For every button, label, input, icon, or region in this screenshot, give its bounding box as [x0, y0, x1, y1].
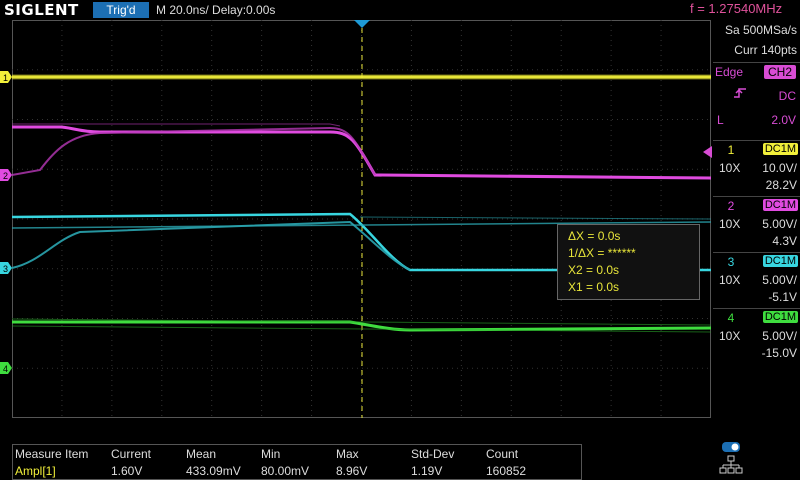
channel-coupling: DC1M — [762, 255, 798, 267]
ch4-marker[interactable]: 4 — [0, 362, 12, 374]
top-bar: SIGLENT Trig'd M 20.0ns/ Delay:0.00s f =… — [0, 0, 800, 20]
channel-coupling: DC1M — [762, 311, 798, 323]
sample-rate: Sa 500MSa/s — [724, 23, 797, 37]
measure-header: Mean — [186, 447, 217, 461]
channel-offset: -5.1V — [768, 290, 797, 304]
channel-2-panel[interactable]: 2 DC1M 10X 5.00V/ 4.3V — [713, 196, 800, 252]
channel-number: 2 — [727, 199, 735, 213]
measure-max: 8.96V — [336, 464, 368, 478]
trigger-status-badge[interactable]: Trig'd — [93, 2, 149, 18]
trigger-level-label: L — [717, 113, 724, 127]
measure-count: 160852 — [486, 464, 527, 478]
ch2-trace-alt — [11, 126, 376, 176]
channel-scale: 10.0V/ — [762, 161, 797, 175]
measure-std-dev: 1.19V — [411, 464, 443, 478]
measure-header: Std-Dev — [411, 447, 455, 461]
rising-edge-icon — [733, 87, 747, 102]
ch3-marker-label: 3 — [3, 264, 8, 274]
trigger-panel[interactable]: Edge CH2 DC L 2.0V — [713, 62, 800, 134]
trigger-type: Edge — [715, 65, 744, 79]
channel-coupling: DC1M — [762, 199, 798, 211]
channel-probe: 10X — [719, 217, 741, 231]
cursor-x1: X1 = 0.0s — [568, 280, 620, 294]
ch2-marker-label: 2 — [3, 171, 8, 181]
trigger-level: 2.0V — [771, 113, 796, 127]
trigger-position-marker[interactable] — [354, 20, 370, 28]
ch3-trace-noise — [359, 216, 712, 220]
channel-number: 1 — [727, 143, 735, 157]
siglent-logo: SIGLENT — [4, 1, 79, 19]
channel-probe: 10X — [719, 329, 741, 343]
cursor-delta-x: ΔX = 0.0s — [568, 229, 621, 243]
ch3-trace-alt — [11, 220, 411, 271]
ch2-marker[interactable]: 2 — [0, 169, 12, 181]
toggle-icon[interactable] — [722, 442, 740, 452]
channel-probe: 10X — [719, 161, 741, 175]
ch4-trace-noise — [11, 318, 712, 333]
channel-number: 4 — [727, 311, 735, 325]
ch3-trace-flat — [11, 221, 712, 229]
ch1-trace-noise — [12, 74, 711, 80]
channel-number: 3 — [727, 255, 735, 269]
timebase-readout[interactable]: M 20.0ns/ Delay:0.00s — [156, 3, 276, 17]
memory-depth: Curr 140pts — [734, 43, 797, 57]
trigger-coupling: DC — [778, 89, 796, 103]
ch2-trace-noise — [12, 123, 341, 127]
measure-header: Measure Item — [15, 447, 89, 461]
measure-header: Max — [336, 447, 359, 461]
trigger-source: CH2 — [763, 65, 796, 79]
measure-header: Min — [261, 447, 281, 461]
measure-table[interactable]: Measure Item Current Mean Min Max Std-De… — [12, 444, 582, 480]
measure-current: 1.60V — [111, 464, 143, 478]
ch1-marker[interactable]: 1 — [0, 71, 12, 83]
cursor-x2: X2 = 0.0s — [568, 263, 620, 277]
ch3-marker[interactable]: 3 — [0, 262, 12, 274]
cursor-inverse-delta-x: 1/ΔX = ****** — [568, 246, 636, 260]
channel-4-panel[interactable]: 4 DC1M 10X 5.00V/ -15.0V — [713, 308, 800, 364]
frequency-counter: f = 1.27540MHz — [690, 1, 783, 16]
channel-scale: 5.00V/ — [762, 273, 797, 287]
channel-coupling: DC1M — [762, 143, 798, 155]
trigger-level-marker[interactable] — [703, 146, 712, 158]
channel-offset: -15.0V — [761, 346, 797, 360]
cursor-readout-box[interactable]: ΔX = 0.0s 1/ΔX = ****** X2 = 0.0s X1 = 0… — [557, 224, 700, 300]
channel-3-panel[interactable]: 3 DC1M 10X 5.00V/ -5.1V — [713, 252, 800, 308]
measure-header: Current — [111, 447, 152, 461]
channel-offset: 28.2V — [765, 178, 797, 192]
measure-mean: 433.09mV — [186, 464, 241, 478]
channel-1-panel[interactable]: 1 DC1M 10X 10.0V/ 28.2V — [713, 140, 800, 196]
ch1-marker-label: 1 — [3, 73, 8, 83]
channel-offset: 4.3V — [772, 234, 797, 248]
channel-probe: 10X — [719, 273, 741, 287]
channel-scale: 5.00V/ — [762, 217, 797, 231]
measure-item: Ampl[1] — [15, 464, 56, 478]
measure-min: 80.00mV — [261, 464, 310, 478]
channel-scale: 5.00V/ — [762, 329, 797, 343]
status-icons — [716, 440, 746, 480]
network-icon — [719, 455, 743, 474]
ch4-marker-label: 4 — [3, 364, 8, 374]
measure-header: Count — [486, 447, 519, 461]
right-panel: Sa 500MSa/s Curr 140pts — [713, 20, 800, 60]
